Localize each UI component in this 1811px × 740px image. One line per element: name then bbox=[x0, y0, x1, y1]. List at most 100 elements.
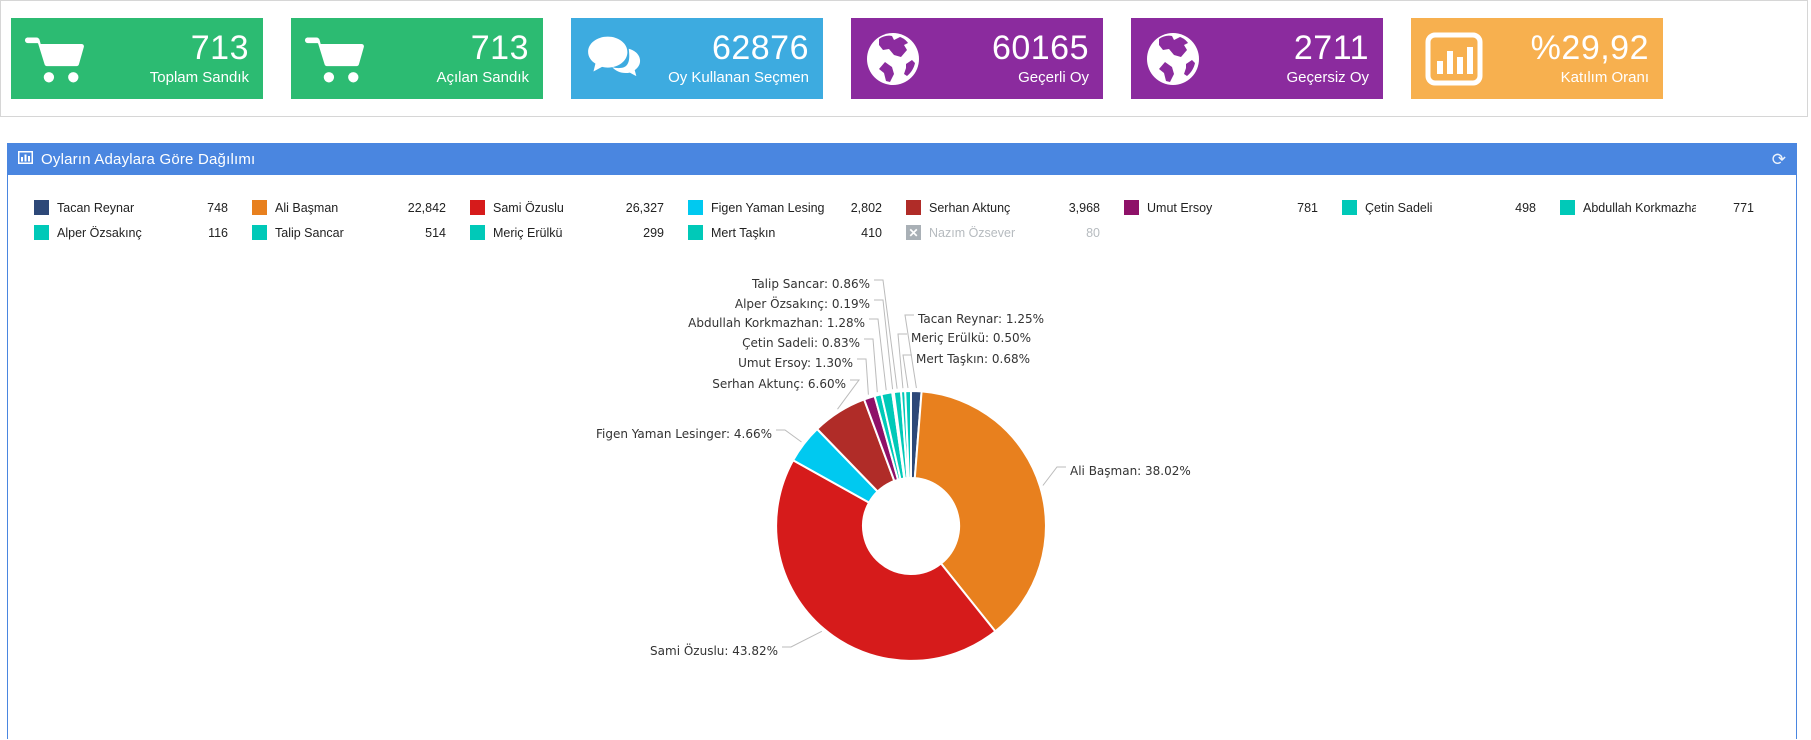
pie-slice[interactable] bbox=[904, 389, 912, 479]
votes-panel: Oyların Adaylara Göre Dağılımı ⟳ Tacan R… bbox=[7, 143, 1797, 739]
legend-item-value: 22,842 bbox=[407, 200, 446, 215]
legend-swatch bbox=[252, 200, 267, 215]
pie-slice-label: Serhan Aktunç: 6.60% bbox=[712, 377, 846, 391]
legend-item-value: 116 bbox=[208, 225, 228, 240]
donut-chart: Tacan Reynar: 1.25% Ali Başman: 38.02% Sam… bbox=[596, 277, 1191, 662]
pie-label-connector bbox=[837, 379, 860, 410]
pie-label-connector bbox=[864, 338, 878, 393]
legend-item[interactable]: Ali Başman 22,842 bbox=[252, 195, 470, 220]
legend-item-value: 80 bbox=[1086, 225, 1100, 240]
pie-slice-label: Meriç Erülkü: 0.50% bbox=[911, 331, 1031, 345]
legend-item-label: Serhan Aktunç bbox=[929, 200, 1011, 215]
legend-item-value: 26,327 bbox=[625, 200, 664, 215]
legend-hidden-x-icon: ✕ bbox=[906, 225, 921, 240]
legend-item-value: 299 bbox=[643, 225, 664, 240]
stat-card-1: 713 Açılan Sandık bbox=[291, 18, 543, 99]
stat-card-3: 60165 Geçerli Oy bbox=[851, 18, 1103, 99]
comments-icon bbox=[585, 34, 651, 84]
legend-item-label: Mert Taşkın bbox=[711, 225, 776, 240]
globe-icon bbox=[1145, 31, 1211, 87]
legend-item-value: 2,802 bbox=[850, 200, 882, 215]
refresh-icon: ⟳ bbox=[1771, 150, 1786, 169]
pie-label-connector bbox=[782, 630, 823, 648]
legend-item-label: Figen Yaman Lesinger bbox=[711, 200, 824, 215]
panel-body: Tacan Reynar 748 Ali Başman 22,842 Sami Özus… bbox=[8, 175, 1796, 739]
stat-card-4: 2711 Geçersiz Oy bbox=[1131, 18, 1383, 99]
pie-label-connector bbox=[776, 429, 802, 443]
legend-item[interactable]: Alper Özsakınç 116 bbox=[34, 220, 252, 245]
legend-item[interactable]: Figen Yaman Lesinger 2,802 bbox=[688, 195, 906, 220]
legend-item-value: 771 bbox=[1733, 200, 1754, 215]
pie-slice[interactable] bbox=[775, 459, 997, 662]
legend-swatch bbox=[688, 200, 703, 215]
pie-label-connector bbox=[874, 299, 894, 390]
stat-card-value: 713 bbox=[190, 29, 249, 68]
stat-card-0: 713 Toplam Sandık bbox=[11, 18, 263, 99]
legend-swatch bbox=[906, 200, 921, 215]
legend-item-label: Tacan Reynar bbox=[57, 200, 135, 215]
panel-title: Oyların Adaylara Göre Dağılımı bbox=[41, 151, 256, 168]
pie-slice-label: Tacan Reynar: 1.25% bbox=[917, 312, 1044, 326]
legend-item[interactable]: Talip Sancar 514 bbox=[252, 220, 470, 245]
legend-item-label: Nazım Özsever bbox=[929, 225, 1016, 240]
legend-item-value: 748 bbox=[207, 200, 228, 215]
legend-item[interactable]: Mert Taşkın 410 bbox=[688, 220, 906, 245]
legend-item-label: Talip Sancar bbox=[275, 225, 344, 240]
legend-item[interactable]: Çetin Sadeli 498 bbox=[1342, 195, 1560, 220]
legend-item-value: 498 bbox=[1515, 200, 1536, 215]
stat-card-2: 62876 Oy Kullanan Seçmen bbox=[571, 18, 823, 99]
pie-slice-label: Umut Ersoy: 1.30% bbox=[738, 356, 853, 370]
pie-label-connector bbox=[897, 333, 907, 389]
stat-card-text: 60165 Geçerli Oy bbox=[931, 29, 1089, 86]
stat-card-text: %29,92 Katılım Oranı bbox=[1491, 31, 1649, 86]
pie-label-connector bbox=[1042, 466, 1066, 486]
legend-item-value: 410 bbox=[861, 225, 882, 240]
cart-icon bbox=[25, 32, 91, 86]
legend-item-label: Çetin Sadeli bbox=[1365, 200, 1433, 215]
pie-slice-label: Çetin Sadeli: 0.83% bbox=[742, 336, 860, 350]
stat-card-label: Geçerli Oy bbox=[1018, 68, 1089, 86]
legend-swatch bbox=[688, 225, 703, 240]
legend-item-label: Meriç Erülkü bbox=[493, 225, 563, 240]
legend-swatch bbox=[1124, 200, 1139, 215]
stat-card-label: Oy Kullanan Seçmen bbox=[668, 68, 809, 86]
pie-label-connector bbox=[904, 314, 917, 389]
legend-swatch bbox=[252, 225, 267, 240]
legend-item[interactable]: Serhan Aktunç 3,968 bbox=[906, 195, 1124, 220]
legend-item[interactable]: Meriç Erülkü 299 bbox=[470, 220, 688, 245]
legend-item-value: 3,968 bbox=[1068, 200, 1100, 215]
stat-card-value: 60165 bbox=[991, 29, 1089, 68]
panel-header: Oyların Adaylara Göre Dağılımı ⟳ bbox=[8, 144, 1796, 175]
pie-label-connector bbox=[902, 354, 912, 389]
legend-swatch bbox=[34, 225, 49, 240]
legend-swatch bbox=[1560, 200, 1575, 215]
refresh-button[interactable]: ⟳ bbox=[1772, 151, 1786, 168]
stat-card-text: 2711 Geçersiz Oy bbox=[1211, 29, 1369, 86]
legend-item[interactable]: ✕ Nazım Özsever 80 bbox=[906, 220, 1124, 245]
stat-card-label: Açılan Sandık bbox=[436, 68, 529, 86]
stat-card-label: Toplam Sandık bbox=[149, 68, 249, 86]
stat-card-text: 62876 Oy Kullanan Seçmen bbox=[651, 31, 809, 86]
chart-legend: Tacan Reynar 748 Ali Başman 22,842 Sami Özus… bbox=[8, 175, 1796, 245]
legend-swatch bbox=[1342, 200, 1357, 215]
stat-card-label: Katılım Oranı bbox=[1560, 68, 1649, 86]
legend-item[interactable]: Tacan Reynar 748 bbox=[34, 195, 252, 220]
legend-item[interactable]: Abdullah Korkmazhan 771 bbox=[1560, 195, 1778, 220]
legend-item[interactable]: Umut Ersoy 781 bbox=[1124, 195, 1342, 220]
bar-chart-icon bbox=[18, 151, 33, 168]
stat-card-value: 713 bbox=[470, 29, 529, 68]
legend-item[interactable]: Sami Özuslu 26,327 bbox=[470, 195, 688, 220]
stat-card-text: 713 Toplam Sandık bbox=[91, 29, 249, 86]
cart-icon bbox=[305, 32, 371, 86]
legend-item-label: Alper Özsakınç bbox=[57, 225, 142, 240]
stat-card-5: %29,92 Katılım Oranı bbox=[1411, 18, 1663, 99]
pie-slice-label: Talip Sancar: 0.86% bbox=[751, 277, 870, 291]
stat-card-value: 2711 bbox=[1293, 29, 1369, 68]
stat-card-label: Geçersiz Oy bbox=[1286, 68, 1369, 86]
pie-label-connector bbox=[869, 318, 887, 391]
pie-label-connector bbox=[874, 279, 898, 389]
pie-slice-label: Ali Başman: 38.02% bbox=[1070, 464, 1191, 478]
pie-slice-label: Alper Özsakınç: 0.19% bbox=[735, 295, 870, 311]
bar-chart-icon bbox=[1425, 31, 1491, 87]
stats-row: 713 Toplam Sandık 713 Açılan Sandık 62876 Oy … bbox=[0, 0, 1808, 117]
